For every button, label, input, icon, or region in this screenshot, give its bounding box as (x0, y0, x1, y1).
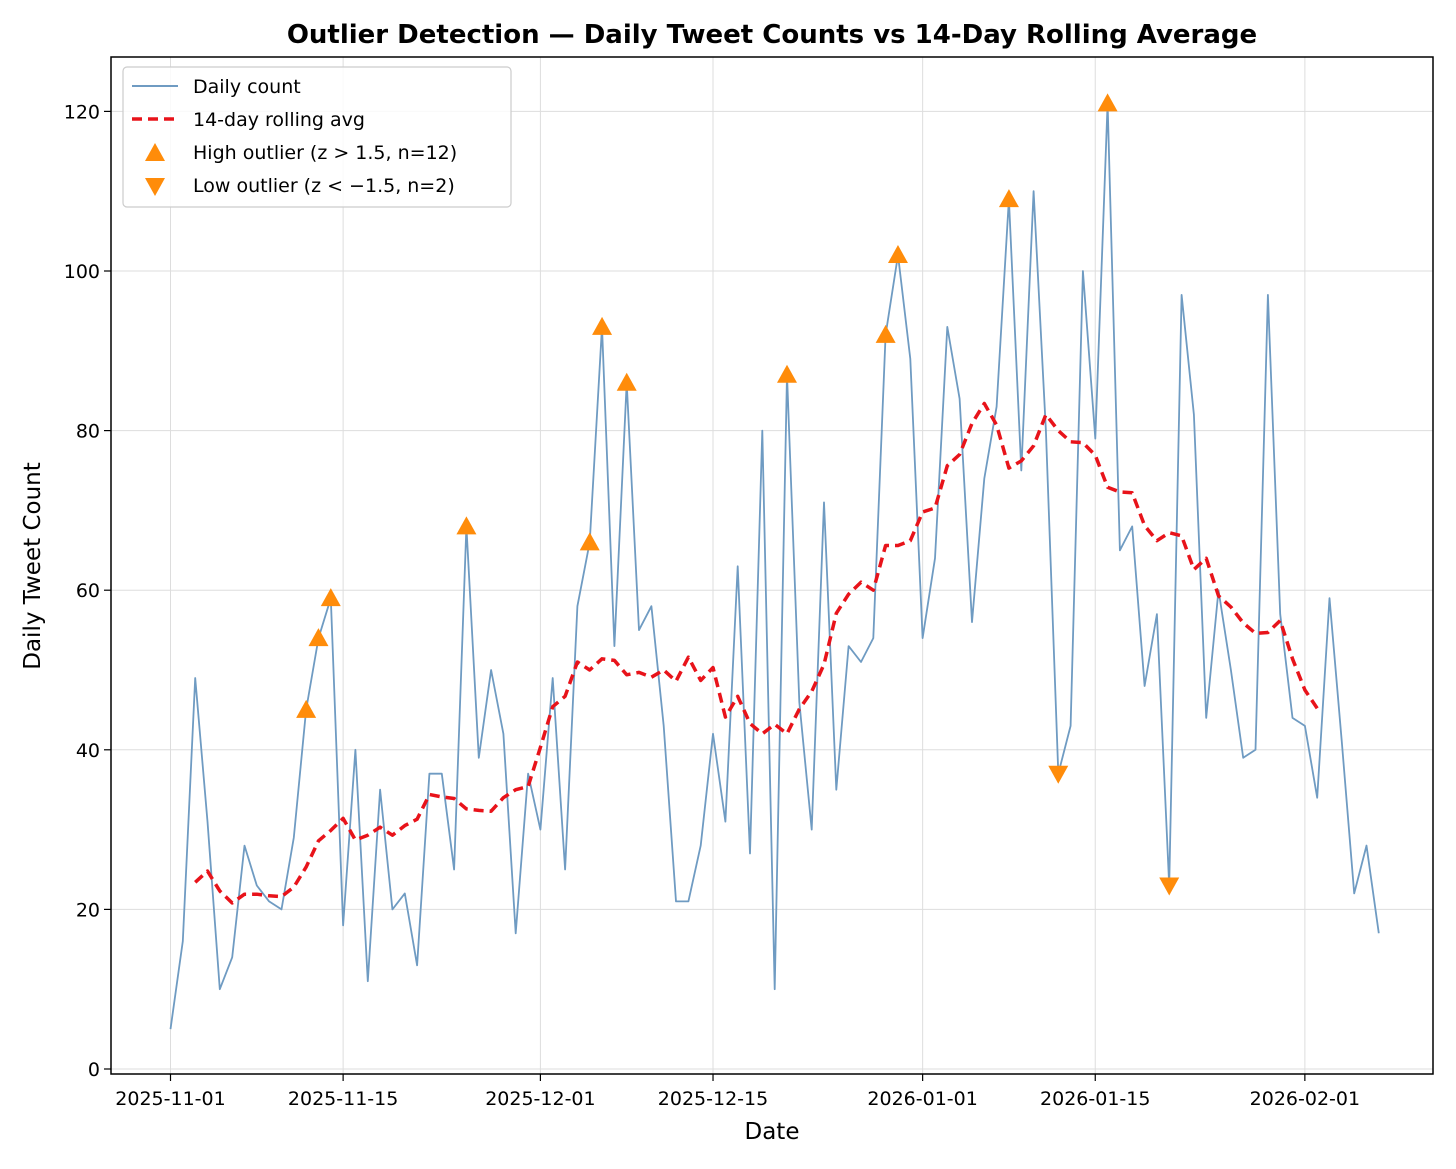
x-tick-label: 2025-11-15 (288, 1088, 398, 1110)
y-tick-label: 100 (64, 261, 100, 283)
legend-high-label: High outlier (z > 1.5, n=12) (193, 142, 457, 164)
legend-low-label: Low outlier (z < −1.5, n=2) (193, 175, 455, 197)
high-outlier-marker (579, 532, 600, 551)
high-outlier-marker (308, 628, 329, 647)
y-tick-label: 20 (76, 899, 100, 921)
plot-area (169, 93, 1380, 1030)
y-tick-label: 40 (76, 740, 100, 762)
high-outlier-marker (998, 189, 1019, 208)
y-tick-label: 60 (76, 580, 100, 602)
high-outlier-marker (616, 372, 637, 391)
high-outlier-marker (296, 699, 317, 718)
y-axis-label: Daily Tweet Count (20, 462, 46, 670)
high-outlier-marker (875, 324, 896, 343)
chart-title: Outlier Detection — Daily Tweet Counts v… (287, 20, 1257, 50)
daily-count-line (169, 102, 1380, 1030)
grid-lines (111, 57, 1433, 1074)
x-tick-label: 2025-12-15 (658, 1088, 768, 1110)
rolling-avg-line (194, 401, 1319, 905)
y-tick-label: 120 (64, 101, 100, 123)
high-outlier-marker (592, 316, 613, 335)
high-outlier-marker (777, 364, 797, 383)
low-outlier-marker (1159, 877, 1180, 896)
x-axis-label: Date (745, 1119, 800, 1145)
x-axis-ticks: 2025-11-01 2025-11-15 2025-12-01 2025-12-15… (115, 1074, 1360, 1110)
legend-high-outlier-marker (145, 143, 165, 161)
legend-rolling-label: 14-day rolling avg (193, 109, 365, 131)
plot-frame (110, 56, 1434, 1075)
high-outlier-marker (887, 245, 908, 264)
high-outlier-marker (1097, 93, 1118, 112)
high-outlier-marker (320, 588, 341, 607)
x-tick-label: 2025-12-01 (485, 1088, 595, 1110)
y-tick-label: 0 (88, 1059, 100, 1081)
x-tick-label: 2026-02-01 (1250, 1088, 1360, 1110)
legend: Daily count 14-day rolling avg High outl… (122, 66, 512, 208)
high-outlier-marker (456, 516, 477, 535)
x-tick-label: 2026-01-01 (867, 1088, 977, 1110)
legend-daily-label: Daily count (193, 76, 301, 98)
low-outlier-marker (1048, 765, 1069, 784)
y-tick-label: 80 (76, 421, 100, 443)
legend-box (122, 66, 512, 208)
legend-low-outlier-marker (145, 178, 165, 196)
x-tick-label: 2026-01-15 (1040, 1088, 1150, 1110)
x-tick-label: 2025-11-01 (115, 1088, 225, 1110)
y-axis-ticks: 0 20 40 60 80 100 120 (64, 101, 111, 1081)
